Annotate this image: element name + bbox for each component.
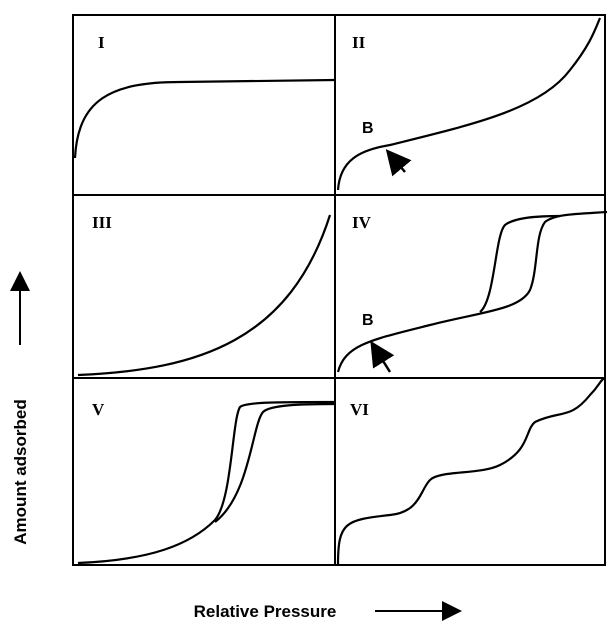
panel-label: VI [350, 400, 369, 419]
y-axis-label: Amount adsorbed [11, 399, 30, 544]
panel-label: IV [352, 213, 372, 232]
isotherm [336, 376, 606, 566]
isotherm [336, 17, 602, 191]
isotherm [336, 210, 608, 373]
panel-label: III [92, 213, 112, 232]
isotherm [77, 400, 336, 565]
x-axis-label: Relative Pressure [194, 602, 337, 621]
panel-label: V [92, 400, 105, 419]
arrow [370, 340, 395, 373]
point-label: B [362, 120, 374, 137]
isotherm [73, 78, 336, 159]
point-label: B [362, 312, 374, 329]
isotherm [77, 214, 332, 377]
arrow [385, 149, 412, 177]
isotherm [479, 214, 561, 313]
isotherm [214, 402, 336, 523]
frame [72, 14, 606, 566]
panel-label: II [352, 33, 366, 52]
panel-label: I [98, 33, 105, 52]
